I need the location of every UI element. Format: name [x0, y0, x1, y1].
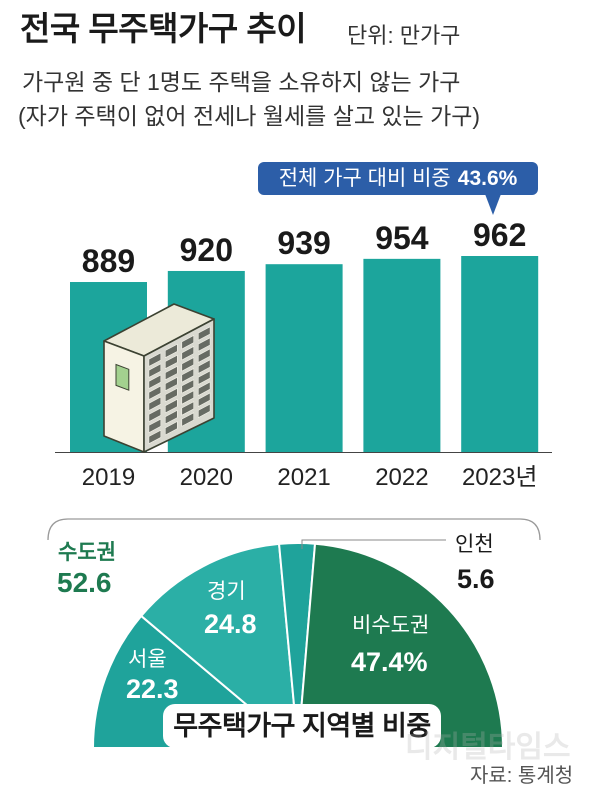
bar-value-label-2021: 939: [277, 225, 330, 261]
building-window: [181, 346, 194, 361]
pie-slice-non-capital-region: [297, 542, 504, 749]
share-callout: 전체 가구 대비 비중 43.6%: [258, 162, 538, 195]
section-bracket: [47, 518, 541, 541]
building-window: [198, 403, 211, 419]
half-pie-chart: [92, 542, 504, 749]
bar-2023: [461, 256, 539, 452]
pie-slice-gyeonggi: [140, 542, 299, 749]
building-window: [148, 396, 162, 411]
x-tick-label-2020: 2020: [180, 464, 233, 491]
x-tick-label-2023: 2023년: [462, 464, 537, 491]
building-side-wall: [103, 340, 145, 453]
slice-value-seoul: 22.3: [126, 674, 179, 704]
chart-title: 전국 무주택가구 추이: [20, 10, 307, 47]
subtitle-line-1: 가구원 중 단 1명도 주택을 소유하지 않는 가구: [22, 69, 461, 95]
building-window: [165, 398, 178, 414]
bar-2021: [265, 264, 343, 452]
bar-2022: [363, 258, 441, 452]
building-front-wall: [143, 318, 215, 453]
apartment-building-icon: [103, 303, 215, 453]
building-window: [148, 418, 162, 434]
building-window: [148, 407, 162, 423]
building-window: [165, 376, 178, 392]
slice-value-non-capital-region: 47.4%: [351, 647, 428, 677]
building-window: [165, 387, 178, 403]
building-window: [181, 357, 194, 372]
pie-chart-title: 무주택가구 지역별 비중: [163, 704, 441, 748]
capital-area-value: 52.6: [57, 567, 112, 598]
building-side-window: [115, 363, 130, 391]
building-window: [198, 381, 211, 397]
share-callout-label: 전체 가구 대비 비중: [278, 167, 451, 190]
building-window: [181, 390, 194, 405]
building-window: [165, 409, 178, 425]
callout-pointer: [485, 194, 501, 215]
building-window: [198, 370, 211, 385]
building-window: [148, 374, 162, 389]
building-window: [148, 429, 162, 445]
building-window: [198, 348, 211, 363]
bar-value-label-2019: 889: [82, 243, 135, 279]
building-window: [181, 412, 194, 427]
publisher-watermark: 디지털타임스: [405, 731, 571, 764]
source-note: 자료: 통계청: [470, 765, 574, 787]
building-window-grid: [148, 326, 211, 445]
building-window: [198, 392, 211, 408]
incheon-leader-line: [301, 539, 446, 549]
slice-label-gyeonggi: 경기: [207, 580, 246, 603]
x-tick-label-2019: 2019: [82, 464, 135, 491]
building-window: [148, 352, 162, 367]
x-tick-label-2022: 2022: [375, 464, 428, 491]
x-axis-labels: 2019 2020 2021 2022 2023년: [82, 464, 538, 491]
subtitle-line-2: (자가 주택이 없어 전세나 월세를 살고 있는 가구): [18, 103, 481, 129]
bar-value-label-2022: 954: [375, 220, 429, 256]
building-window: [148, 363, 162, 378]
bar-value-label-2020: 920: [180, 232, 233, 268]
capital-area-label: 수도권: [58, 541, 116, 564]
building-window: [181, 368, 194, 383]
building-window: [165, 421, 178, 436]
bar-value-label-2023: 962: [473, 217, 526, 253]
building-window: [181, 379, 194, 394]
slice-label-seoul: 서울: [128, 648, 167, 671]
slice-label-non-capital-region: 비수도권: [352, 614, 429, 637]
slice-label-incheon: 인천: [455, 533, 494, 556]
building-window: [165, 343, 178, 359]
unit-label: 단위: 만가구: [347, 23, 461, 48]
slice-value-gyeonggi: 24.8: [204, 609, 257, 639]
building-window: [148, 385, 162, 400]
building-window: [198, 359, 211, 374]
building-window: [165, 354, 178, 370]
slice-value-incheon: 5.6: [457, 564, 495, 594]
building-window: [198, 337, 211, 352]
building-window: [181, 335, 194, 350]
share-callout-value: 43.6%: [457, 167, 518, 190]
building-window: [198, 326, 211, 341]
x-tick-label-2021: 2021: [277, 464, 330, 491]
building-window: [165, 365, 178, 381]
bar-value-labels: 889 920 939 954 962: [82, 217, 527, 279]
building-window: [181, 401, 194, 416]
